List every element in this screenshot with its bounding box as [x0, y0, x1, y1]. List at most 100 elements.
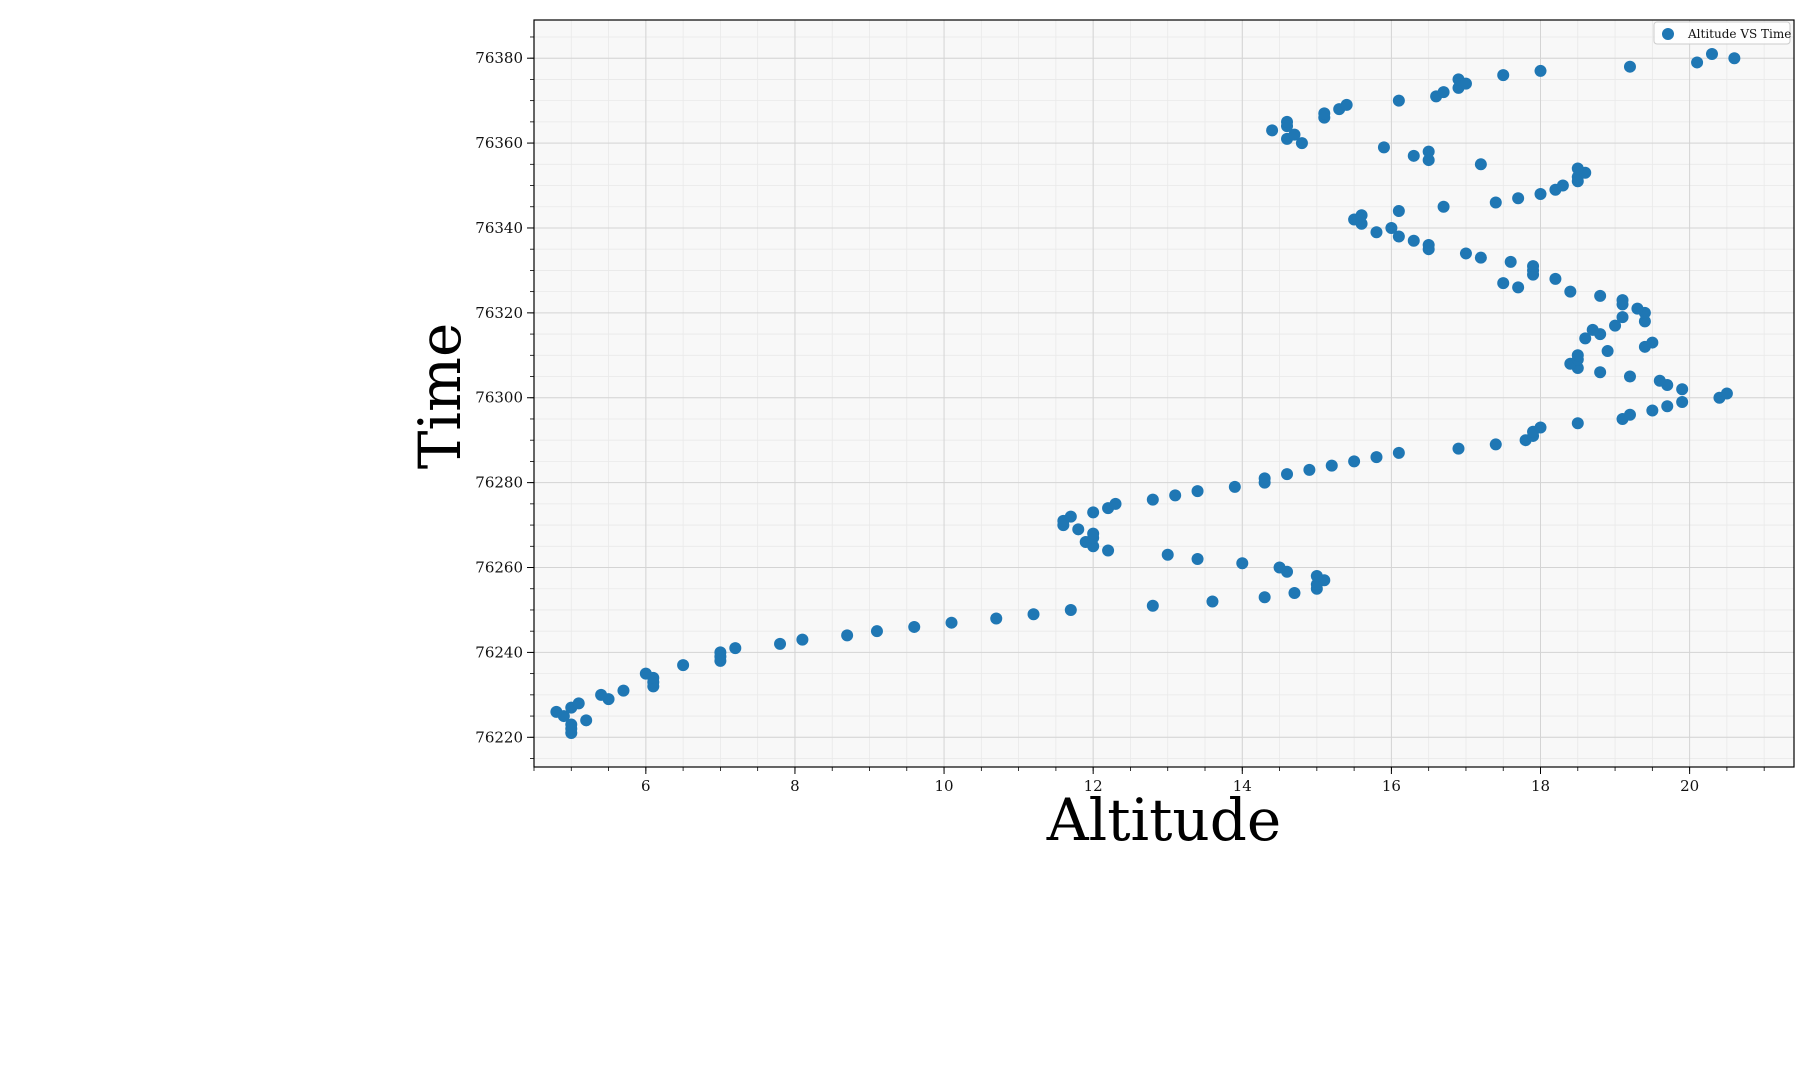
data-point	[1295, 137, 1308, 150]
y-tick-label: 76240	[475, 643, 523, 661]
data-point	[1623, 60, 1636, 73]
y-tick-label: 76300	[475, 389, 523, 407]
data-point	[1705, 47, 1718, 60]
data-point	[1072, 523, 1085, 536]
data-point	[1422, 154, 1435, 167]
legend: Altitude VS Time	[1653, 21, 1791, 45]
y-tick-label: 76340	[475, 219, 523, 237]
y-axis: 76220 76240 76260 76280 76300 76320 76340 76360…	[475, 36, 534, 759]
data-point	[1258, 472, 1271, 485]
data-point	[1385, 221, 1398, 234]
data-point	[1564, 285, 1577, 298]
data-point	[1392, 204, 1405, 217]
data-point	[1407, 149, 1420, 162]
data-point	[1310, 570, 1323, 583]
data-point	[1370, 226, 1383, 239]
x-tick-label: 14	[1233, 777, 1252, 795]
data-point	[1266, 124, 1279, 137]
data-point	[1087, 506, 1100, 519]
data-point	[565, 718, 578, 731]
x-tick-label: 8	[790, 777, 800, 795]
data-point	[1691, 56, 1704, 69]
data-point	[1571, 349, 1584, 362]
data-point	[1571, 417, 1584, 430]
data-point	[595, 688, 608, 701]
data-point	[1281, 468, 1294, 481]
data-point	[1288, 128, 1301, 141]
data-point	[1102, 544, 1115, 557]
data-point	[677, 659, 690, 672]
data-point	[1392, 446, 1405, 459]
y-tick-label: 76220	[475, 728, 523, 746]
data-point	[1191, 485, 1204, 498]
data-point	[1534, 64, 1547, 77]
data-point	[1064, 603, 1077, 616]
x-tick-label: 6	[641, 777, 651, 795]
data-point	[572, 697, 585, 710]
data-point	[1616, 311, 1629, 324]
data-point	[550, 705, 563, 718]
data-point	[1646, 336, 1659, 349]
data-point	[1452, 442, 1465, 455]
x-tick-label: 12	[1084, 777, 1103, 795]
data-point	[1027, 608, 1040, 621]
data-point	[1228, 480, 1241, 493]
data-point	[1676, 383, 1689, 396]
data-point	[1236, 557, 1249, 570]
data-point	[1422, 238, 1435, 251]
data-point	[1370, 451, 1383, 464]
legend-marker	[1662, 28, 1674, 40]
data-point	[870, 625, 883, 638]
data-point	[714, 646, 727, 659]
data-point	[1728, 52, 1741, 65]
data-point	[1348, 455, 1361, 468]
data-point	[1504, 255, 1517, 268]
y-tick-label: 76360	[475, 134, 523, 152]
data-point	[1407, 234, 1420, 247]
data-point	[1512, 192, 1525, 205]
y-tick-label: 76280	[475, 474, 523, 492]
data-point	[1720, 387, 1733, 400]
data-point	[1534, 188, 1547, 201]
plot-background	[534, 20, 1794, 767]
data-point	[1556, 179, 1569, 192]
data-point	[1661, 400, 1674, 413]
data-point	[1623, 408, 1636, 421]
data-point	[1146, 493, 1159, 506]
data-point	[945, 616, 958, 629]
data-point	[1355, 209, 1368, 222]
data-point	[1281, 115, 1294, 128]
data-point	[908, 620, 921, 633]
data-point	[1191, 553, 1204, 566]
data-point	[841, 629, 854, 642]
data-point	[1474, 158, 1487, 171]
data-point	[639, 667, 652, 680]
data-point	[1392, 94, 1405, 107]
data-point	[1527, 260, 1540, 273]
plot-frame	[533, 19, 1795, 768]
data-point	[1631, 302, 1644, 315]
data-point	[1459, 247, 1472, 260]
x-tick-label: 20	[1680, 777, 1699, 795]
data-point	[1489, 196, 1502, 209]
data-point	[1489, 438, 1502, 451]
y-tick-label: 76380	[475, 49, 523, 67]
data-point	[1594, 289, 1607, 302]
data-point	[1437, 86, 1450, 99]
x-axis: 6 8 10 12 14 16 18 20	[533, 767, 1765, 795]
data-point	[1340, 98, 1353, 111]
x-axis-title: Altitude	[1046, 786, 1281, 854]
data-point	[1594, 366, 1607, 379]
data-point	[1549, 272, 1562, 285]
data-point	[1601, 345, 1614, 358]
data-point	[1586, 323, 1599, 336]
data-point	[1146, 599, 1159, 612]
data-point	[729, 642, 742, 655]
data-point	[1609, 319, 1622, 332]
data-points	[550, 47, 1741, 740]
data-point	[1638, 315, 1651, 328]
data-point	[617, 684, 630, 697]
data-point	[1459, 77, 1472, 90]
data-point	[1318, 107, 1331, 120]
